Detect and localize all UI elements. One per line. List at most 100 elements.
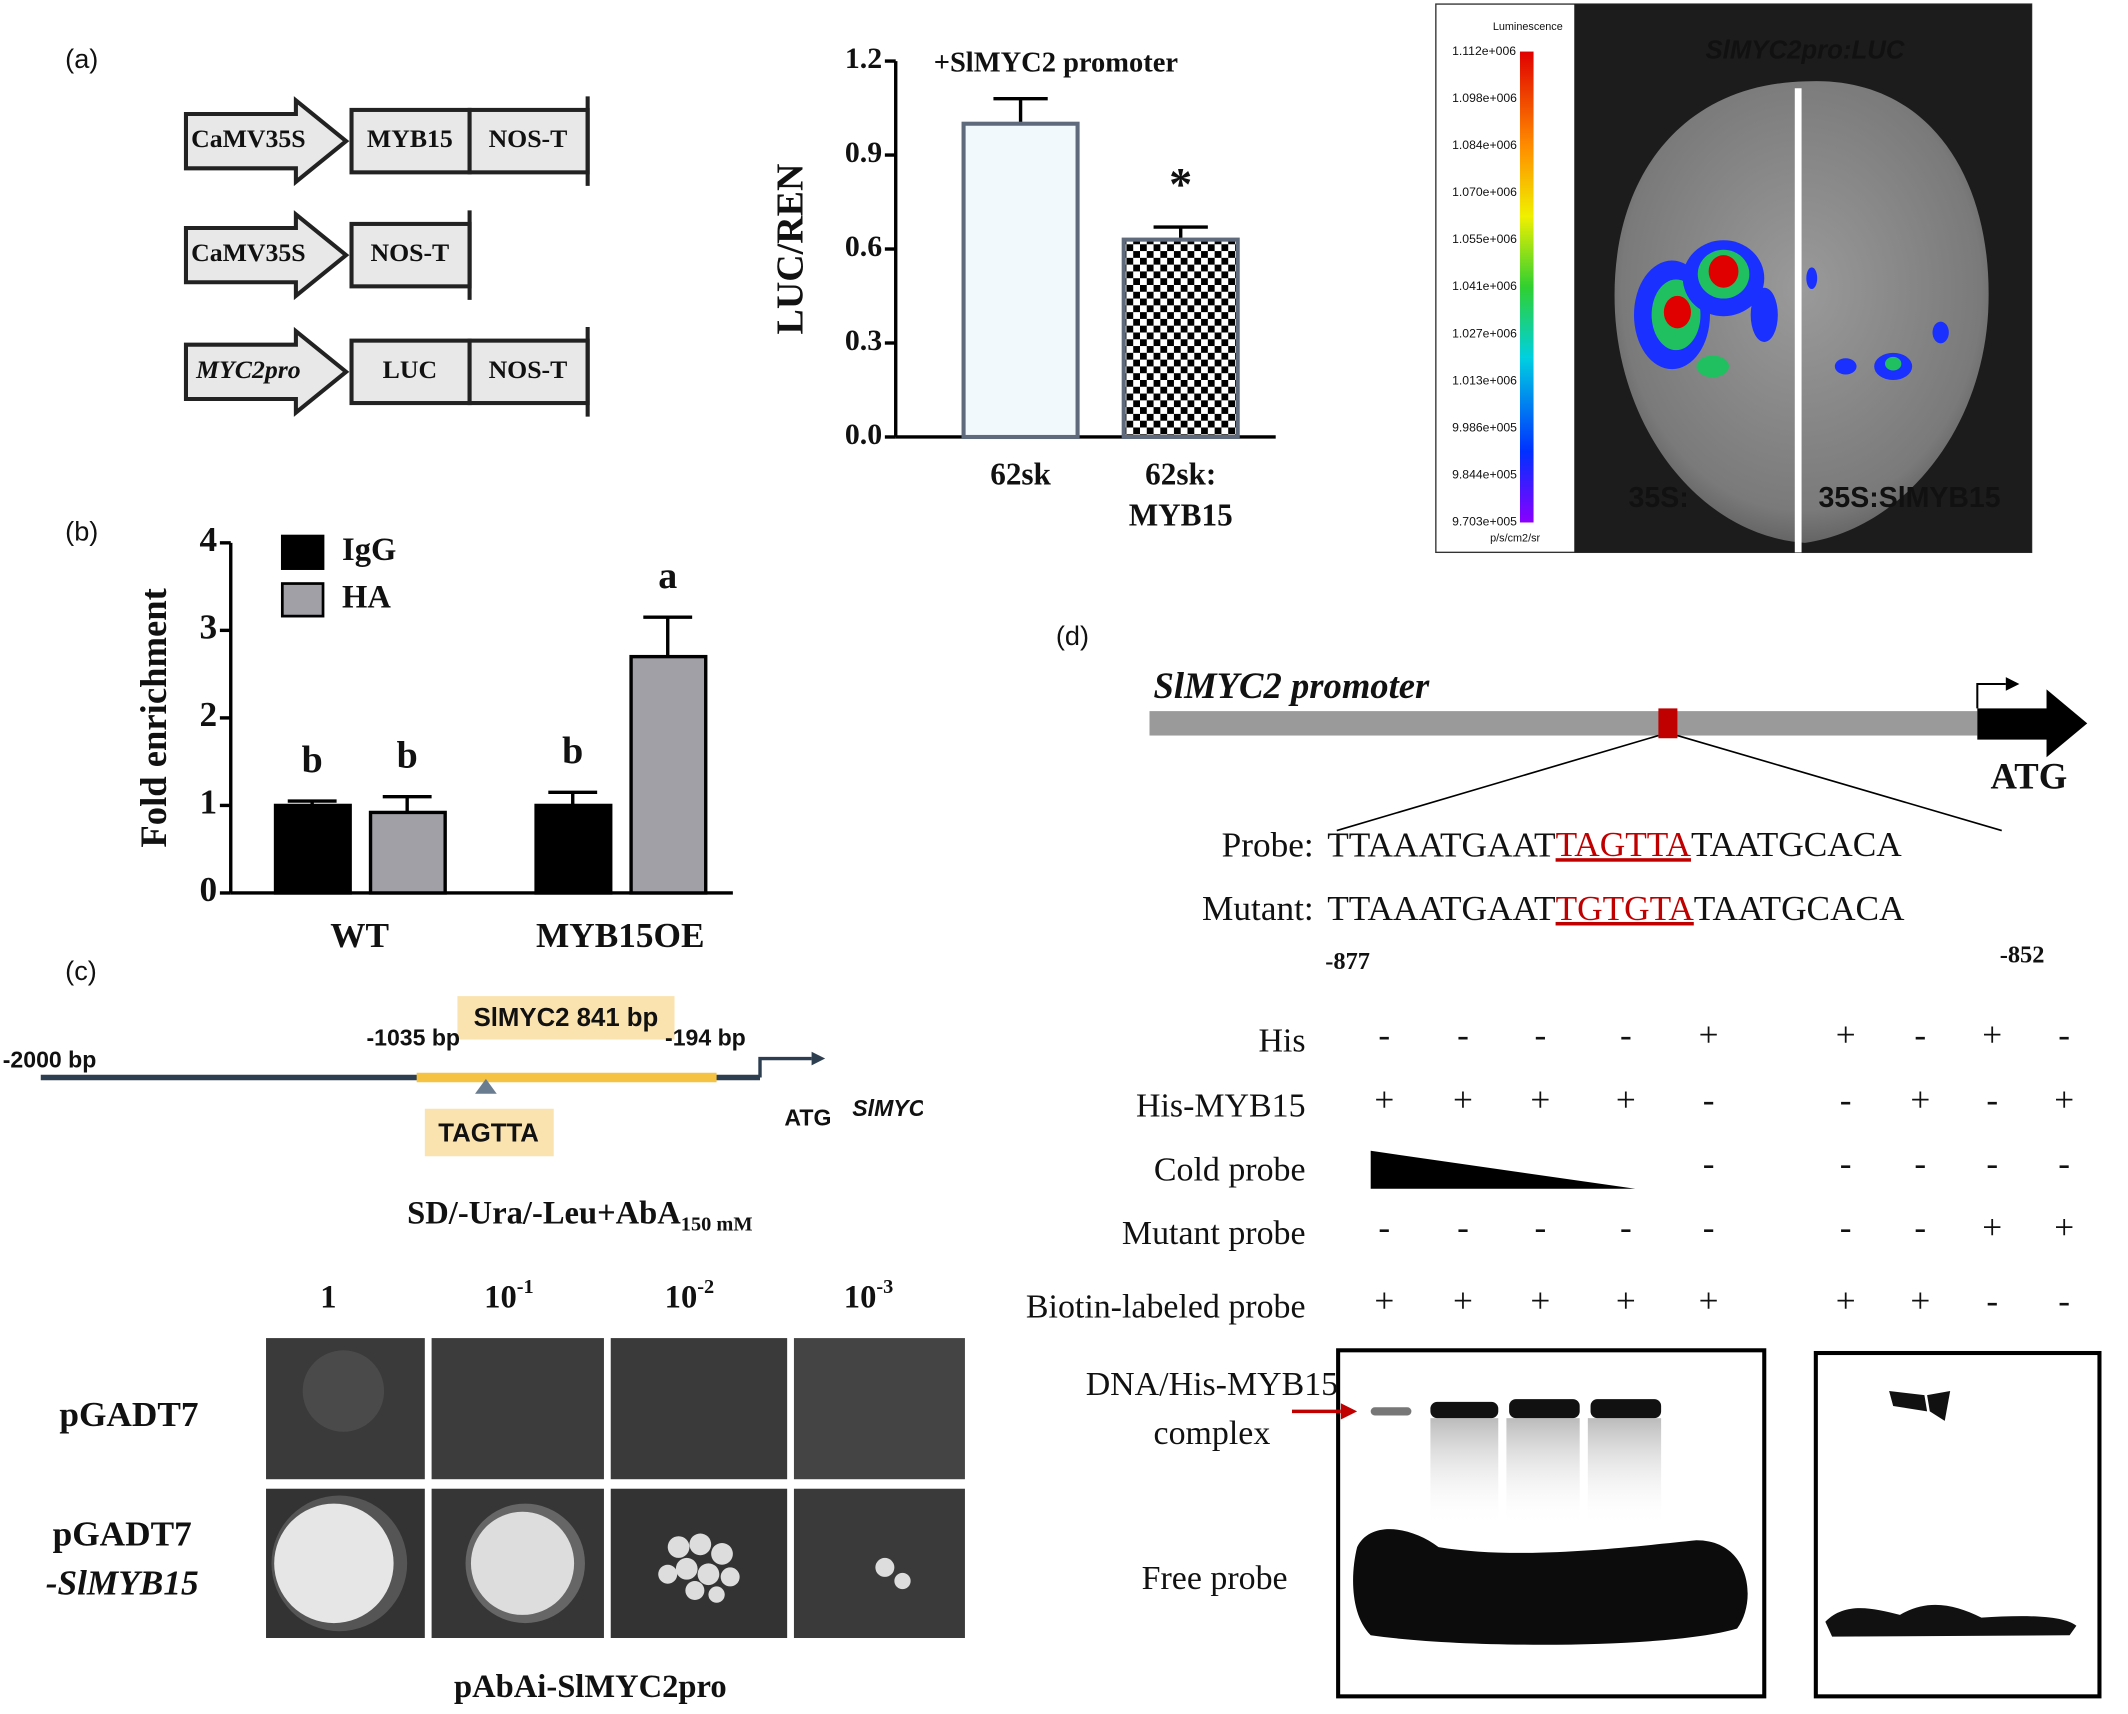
lane-mark: - [1986,1281,1998,1320]
lane-mark: - [1457,1208,1469,1247]
sequence: TTAAATGAATTGTGTATAATGCACA [1327,889,1905,928]
y-tick-label: 0.6 [845,230,882,263]
lane-mark: + [1530,1080,1550,1119]
position-label: -194 bp [665,1025,746,1051]
text-line: -SlMYB15 [46,1564,199,1603]
lane-mark: - [1914,1208,1926,1247]
colorbar-label: 9.703e+005 [1452,515,1517,529]
dilution-label: 10-3 [844,1276,894,1316]
bar [273,803,352,895]
lane-mark: - [1914,1015,1926,1054]
group-letter: b [562,730,583,772]
dilution-exponent: -3 [876,1276,893,1298]
bait-label: pAbAi-SlMYC2pro [454,1669,727,1705]
dilution-label: 10-1 [484,1276,534,1316]
lane-mark: - [1840,1144,1852,1183]
colorbar-label: 1.055e+006 [1452,232,1517,246]
lane-mark: + [1910,1281,1930,1320]
strain-label: pGADT7 [59,1395,198,1434]
bar [961,121,1080,440]
text-line: 62sk: [1145,457,1216,492]
y-tick-label: 0.9 [845,136,882,169]
lane-mark: - [1534,1208,1546,1247]
colorbar-title: Luminescence [1493,21,1563,33]
construct-box [349,221,472,289]
lane-mark: - [1620,1208,1632,1247]
colorbar-label: 1.027e+006 [1452,326,1517,340]
lane-mark: + [1453,1281,1473,1320]
lane-mark: + [1616,1281,1636,1320]
bar [629,654,708,895]
colorbar-label: 1.112e+006 [1452,44,1516,58]
lane-mark: - [1986,1080,1998,1119]
lane-mark: + [1836,1281,1856,1320]
lane-mark: - [1457,1015,1469,1054]
lane-mark: + [1699,1281,1719,1320]
lane-mark: - [1986,1144,1998,1183]
panel-label: (c) [65,955,97,986]
y-tick-label: 0 [200,870,218,909]
text-line: pGADT7 [53,1515,192,1554]
image-title: SlMYC2pro:LUC [1705,36,1904,64]
image-label: 35S:SlMYB15 [1819,482,2001,514]
lane-mark: + [1530,1281,1550,1320]
lane-mark: + [1836,1015,1856,1054]
position-label: -852 [2000,941,2045,968]
text-line: complex [1154,1415,1271,1452]
legend-swatch [280,582,325,618]
yeast-plates [264,1336,967,1640]
band-label: DNA/His-MYB15 complex [1086,1366,1338,1452]
position-label: -1035 bp [366,1025,460,1051]
construct-label: LUC [383,355,437,384]
row-label: His-MYB15 [1136,1088,1306,1125]
sequence: TAATGCACA [1691,825,1902,864]
x-tick-label: 62sk: MYB15 [1129,457,1233,533]
leaf-image [1435,3,2033,554]
position-label: -2000 bp [3,1046,97,1072]
group-letter: a [658,555,677,597]
position-label: -877 [1325,948,1370,975]
lane-mark: - [1703,1208,1715,1247]
construct-label: CaMV35S [191,238,306,267]
row-label: Biotin-labeled probe [1026,1288,1306,1325]
bar [1121,237,1240,440]
strain-label: pGADT7 -SlMYB15 [46,1515,199,1603]
promoter-arrow [183,96,350,187]
lane-mark: + [1982,1015,2002,1054]
motif-label: TAGTTA [438,1119,539,1147]
row-label: Mutant probe [1122,1215,1306,1252]
group-letter: b [397,734,418,776]
construct-label: NOS-T [489,124,568,153]
lane-mark: + [2054,1080,2074,1119]
y-tick-label: 1 [200,783,218,822]
lane-mark: - [1378,1015,1390,1054]
panel-label: (a) [65,43,98,74]
dilution-exponent: -2 [697,1276,714,1298]
y-tick-label: 0.3 [845,324,882,357]
panel-label: (d) [1056,620,1089,651]
lane-mark: + [1982,1208,2002,1247]
band-label: Free probe [1142,1560,1288,1597]
construct-label: MYC2pro [195,355,301,384]
text-line: MYB15 [1129,498,1233,533]
bar [534,803,613,895]
sequence: TTAAATGAATTAGTTATAATGCACA [1327,825,1902,864]
colorbar-label: 9.986e+005 [1452,421,1517,435]
legend-swatch [280,534,325,570]
medium-subscript: 150 mM [681,1213,753,1235]
construct-label: NOS-T [489,355,568,384]
construct-box [467,107,590,175]
dilution-label: 10-2 [665,1276,715,1316]
lane-mark: + [1616,1080,1636,1119]
group-letter: b [302,739,323,781]
x-tick-label: MYB15OE [536,916,705,955]
lane-mark: - [1620,1015,1632,1054]
colorbar-unit: p/s/cm2/sr [1490,533,1540,545]
construct-box [467,338,590,406]
construct-box [349,107,472,175]
significance-mark: * [1169,159,1192,210]
medium-label: SD/-Ura/-Leu+AbA150 mM [407,1195,752,1235]
y-axis-label: LUC/REN [770,164,812,335]
dilution-exponent: -1 [517,1276,534,1298]
